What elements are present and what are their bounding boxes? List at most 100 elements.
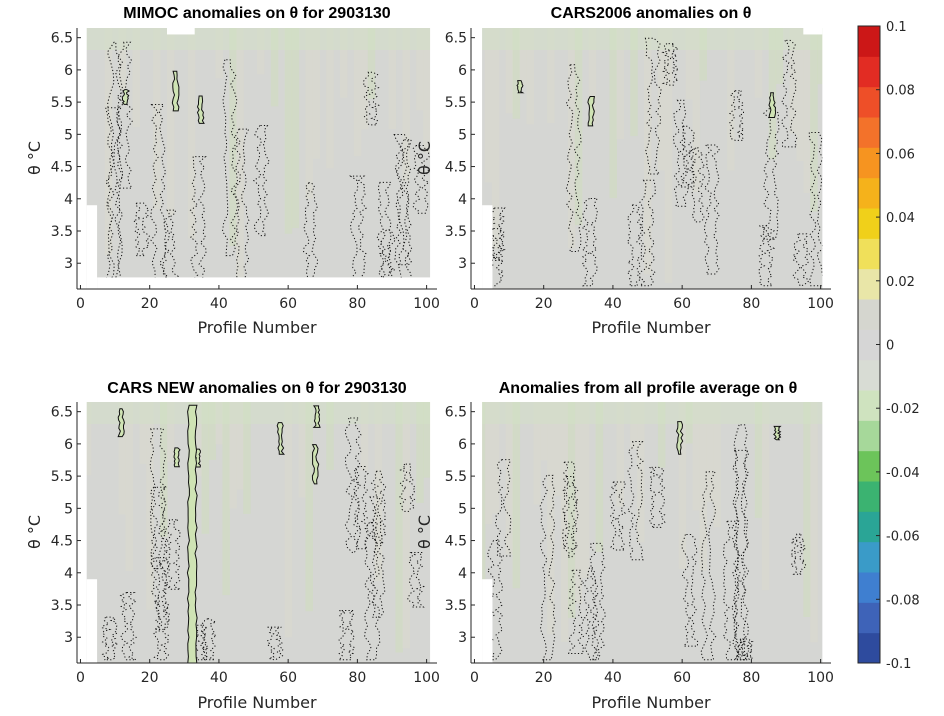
heatmap-cell [581,402,590,578]
panel-all-profile-average-x-axis-label: Profile Number [591,693,711,712]
heatmap-cell [236,402,244,490]
colorbar-segment [858,602,880,634]
heatmap-cell [547,28,555,123]
panel-all-profile-average: Anomalies from all profile average on θ … [415,380,834,712]
contour-dotted [362,71,380,126]
y-tick-label: 3 [458,256,467,272]
contour-dotted [731,449,749,661]
contour-dotted [412,145,430,214]
contour-dotted [370,470,388,544]
heatmap-cell [208,402,217,460]
heatmap-cell [616,402,624,507]
heatmap-field [471,402,831,663]
panel-cars2006-axes: 0 20 40 60 80 100 3 3.5 4 4.5 5 5.5 6 6.5 [445,28,834,312]
heatmap-cell [395,402,403,653]
heatmap-cell [699,402,707,571]
heatmap-cell [491,402,500,514]
x-tick-label: 60 [673,670,691,686]
heatmap-top-band [77,28,437,50]
contour-dotted [648,466,666,528]
contour-dotted [378,229,397,287]
contour-dotted [688,147,706,223]
contour-dotted [101,616,120,661]
heatmap-cell [194,402,203,477]
heatmap-cell [367,28,376,99]
colorbar-segment [858,541,880,573]
x-tick-label: 100 [413,296,440,312]
heatmap-cell [388,28,397,129]
missing-data-region [430,402,437,663]
heatmap-cell [257,28,265,75]
panel-mimoc-plot-area [77,28,437,289]
contour-dotted [789,533,808,575]
y-tick-label: 5 [458,127,467,143]
heatmap-cell [484,402,493,525]
missing-data-region [803,28,823,35]
colorbar: 0.1 0.08 0.06 0.04 0.02 0 -0.02 -0.04 -0.06 -0.08… [857,20,920,672]
heatmap-cell [533,402,541,505]
heatmap-cell [512,402,521,589]
heatmap-cell [118,28,127,91]
heatmap-cell [305,402,313,612]
y-tick-label: 4.5 [445,534,467,550]
panel-all-profile-average-title: Anomalies from all profile average on θ [499,380,798,397]
heatmap-cell [160,402,168,537]
heatmap-cell [505,28,514,114]
heatmap-cell [423,402,431,478]
contour-solid [516,80,525,94]
contour-dotted [344,417,362,554]
contour-dotted [562,476,579,558]
contour-dotted [200,618,218,661]
contour-solid [121,89,131,105]
contour-dotted [661,43,681,86]
colorbar-tick-label: 0.06 [886,147,915,162]
contour-dotted [363,522,381,661]
contour-dotted [374,181,393,287]
panel-cars2006-title: CARS2006 anomalies on θ [551,5,752,22]
contour-solid [768,92,777,118]
heatmap-cell [630,28,638,137]
y-tick-label: 4 [64,192,73,208]
heatmap-cell [284,28,293,234]
contour-solid [773,425,782,441]
heatmap-cell [567,28,576,249]
colorbar-segment [858,56,880,88]
panel-mimoc-x-axis-label: Profile Number [197,318,317,337]
heatmap-cell [312,28,320,159]
heatmap-cell [685,28,694,100]
colorbar-tick-label: 0.02 [886,275,915,290]
heatmap-cell [132,28,140,128]
heatmap-cell [519,28,527,86]
heatmap-cell [215,28,223,79]
panel-mimoc: MIMOC anomalies on θ for 2903130 0 20 40 60… [25,5,440,337]
x-tick-label: 40 [604,670,622,686]
y-tick-label: 5 [458,501,467,517]
colorbar-segment [858,299,880,330]
x-tick-label: 80 [348,296,366,312]
contour-solid [196,95,205,124]
contour-dotted [639,179,657,287]
colorbar-segment [858,26,880,57]
heatmap-cell [222,402,230,596]
heatmap-cell [125,402,133,571]
y-tick-label: 4 [64,566,73,582]
contour-dotted [132,202,150,257]
colorbar-segment [858,268,880,300]
heatmap-cell [353,28,362,157]
heatmap-cell [547,402,555,635]
missing-data-region [822,28,831,289]
panel-cars2006-plot-area [471,28,831,289]
heatmap-cell [243,402,251,514]
heatmap-cell [291,28,300,229]
contour-dotted [609,481,627,551]
x-tick-label: 100 [413,670,440,686]
x-tick-label: 20 [141,296,159,312]
contour-dotted [758,225,777,287]
heatmap-cell [775,28,784,84]
heatmap-cell [810,402,818,643]
colorbar-segment [858,208,880,239]
x-tick-label: 20 [141,670,159,686]
panel-cars-new-axes: 0 20 40 60 80 100 3 3.5 4 4.5 5 5.5 6 6.5 [51,402,440,686]
y-tick-label: 6 [64,437,73,453]
missing-data-region [471,402,483,663]
